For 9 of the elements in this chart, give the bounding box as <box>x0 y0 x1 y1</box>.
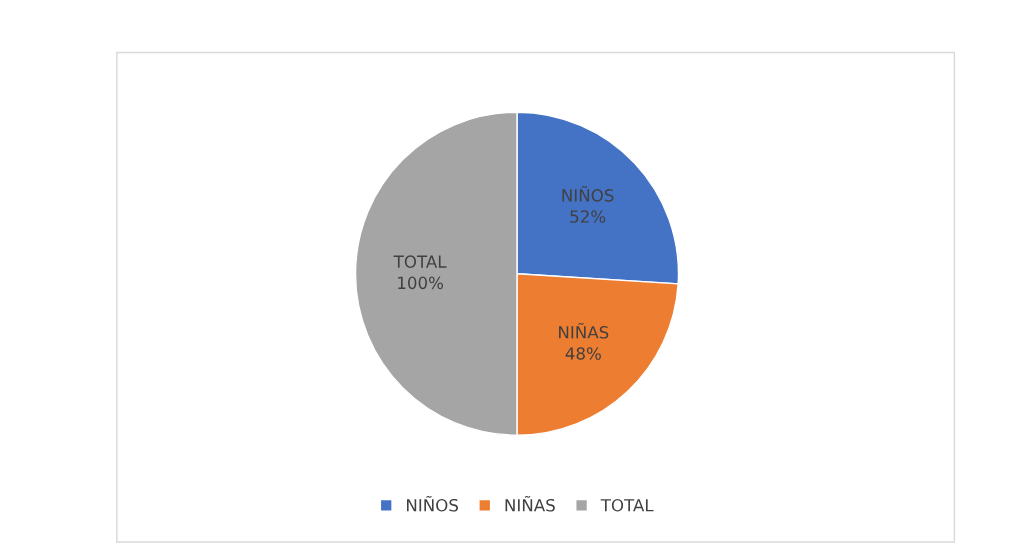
slice-label: TOTAL <box>393 255 447 268</box>
slice-label: NIÑOS <box>562 186 614 202</box>
legend-label: NIÑOS <box>407 496 458 512</box>
data-label: 52% <box>570 210 606 223</box>
slice-label: NIÑAS <box>559 323 609 339</box>
data-label: 100% <box>398 276 444 290</box>
legend-label: TOTAL <box>600 498 654 512</box>
data-label: 48% <box>565 347 601 360</box>
legend-label: NIÑAS <box>505 496 555 512</box>
